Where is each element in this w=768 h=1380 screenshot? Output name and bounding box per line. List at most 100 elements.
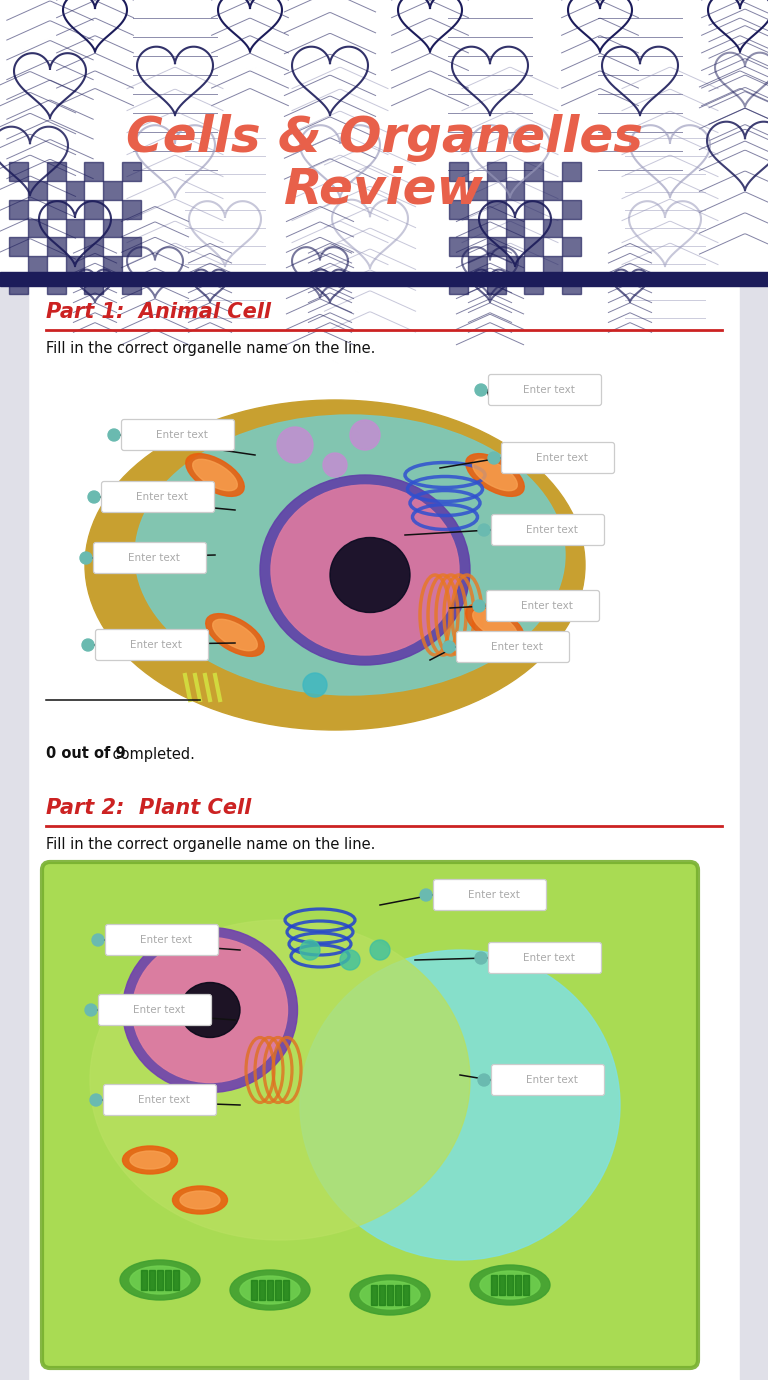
Bar: [122, 200, 141, 218]
Polygon shape: [602, 47, 678, 116]
Ellipse shape: [472, 610, 518, 640]
Text: 0 out of 9: 0 out of 9: [46, 747, 126, 762]
Polygon shape: [292, 247, 348, 298]
Circle shape: [92, 934, 104, 947]
Bar: [387, 1285, 393, 1305]
Bar: [505, 218, 525, 237]
Ellipse shape: [120, 1260, 200, 1300]
Bar: [543, 181, 562, 200]
Bar: [525, 163, 543, 181]
Bar: [275, 1281, 281, 1300]
Polygon shape: [77, 269, 113, 302]
Text: Enter text: Enter text: [140, 936, 192, 945]
Circle shape: [323, 453, 347, 477]
Bar: [468, 257, 487, 275]
Bar: [149, 1270, 155, 1290]
Polygon shape: [218, 0, 282, 52]
Ellipse shape: [130, 1265, 190, 1294]
Text: Enter text: Enter text: [138, 1094, 190, 1105]
Ellipse shape: [360, 1281, 420, 1310]
Bar: [395, 1285, 401, 1305]
Circle shape: [488, 453, 500, 464]
Bar: [449, 237, 468, 257]
Polygon shape: [135, 126, 215, 197]
Circle shape: [108, 429, 120, 442]
Bar: [740, 286, 768, 1380]
Bar: [371, 1285, 377, 1305]
Polygon shape: [332, 200, 408, 268]
Polygon shape: [192, 269, 228, 302]
Text: Part 1:  Animal Cell: Part 1: Animal Cell: [46, 302, 271, 322]
Bar: [0, 272, 768, 286]
Polygon shape: [630, 126, 710, 197]
FancyBboxPatch shape: [121, 420, 234, 450]
Ellipse shape: [123, 927, 297, 1093]
Text: Enter text: Enter text: [128, 553, 180, 563]
Polygon shape: [479, 201, 551, 266]
Circle shape: [88, 491, 100, 502]
Bar: [515, 1275, 521, 1294]
Polygon shape: [707, 121, 768, 190]
Bar: [122, 275, 141, 294]
FancyBboxPatch shape: [94, 542, 207, 574]
Ellipse shape: [135, 415, 565, 696]
Text: Enter text: Enter text: [526, 1075, 578, 1085]
Polygon shape: [300, 126, 380, 197]
FancyBboxPatch shape: [104, 1085, 217, 1115]
FancyBboxPatch shape: [502, 443, 614, 473]
Bar: [122, 163, 141, 181]
Bar: [122, 237, 141, 257]
Circle shape: [300, 940, 320, 960]
Bar: [491, 1275, 497, 1294]
Ellipse shape: [193, 460, 237, 491]
Bar: [487, 200, 505, 218]
Polygon shape: [14, 54, 86, 119]
Bar: [9, 200, 28, 218]
Bar: [47, 200, 65, 218]
Bar: [505, 181, 525, 200]
Ellipse shape: [213, 620, 257, 651]
Ellipse shape: [90, 920, 470, 1241]
Bar: [487, 237, 505, 257]
FancyBboxPatch shape: [488, 943, 601, 973]
Ellipse shape: [230, 1270, 310, 1310]
Bar: [468, 218, 487, 237]
Bar: [141, 1270, 147, 1290]
Ellipse shape: [470, 1265, 550, 1305]
Bar: [0, 286, 28, 1380]
Bar: [449, 275, 468, 294]
Text: Cells & Organelles: Cells & Organelles: [125, 115, 643, 161]
Bar: [28, 181, 47, 200]
Bar: [84, 237, 103, 257]
Polygon shape: [452, 47, 528, 116]
Text: Review: Review: [284, 166, 484, 214]
Ellipse shape: [186, 454, 244, 497]
FancyBboxPatch shape: [486, 591, 600, 621]
Bar: [65, 181, 84, 200]
Bar: [28, 218, 47, 237]
Circle shape: [370, 940, 390, 960]
Text: Enter text: Enter text: [491, 642, 543, 651]
Bar: [9, 163, 28, 181]
Bar: [449, 200, 468, 218]
Polygon shape: [472, 269, 508, 302]
Circle shape: [475, 952, 487, 965]
Bar: [379, 1285, 385, 1305]
Ellipse shape: [465, 603, 525, 646]
Bar: [449, 163, 468, 181]
Text: Fill in the correct organelle name on the line.: Fill in the correct organelle name on th…: [46, 341, 376, 356]
Bar: [47, 237, 65, 257]
Bar: [251, 1281, 257, 1300]
Bar: [487, 163, 505, 181]
Text: Enter text: Enter text: [133, 1005, 185, 1016]
Circle shape: [277, 426, 313, 464]
Circle shape: [475, 384, 487, 396]
Polygon shape: [462, 247, 518, 298]
Polygon shape: [715, 52, 768, 106]
Bar: [165, 1270, 171, 1290]
Text: Enter text: Enter text: [526, 524, 578, 535]
Polygon shape: [708, 0, 768, 52]
Bar: [562, 200, 581, 218]
Text: Enter text: Enter text: [521, 602, 573, 611]
Ellipse shape: [465, 454, 525, 497]
